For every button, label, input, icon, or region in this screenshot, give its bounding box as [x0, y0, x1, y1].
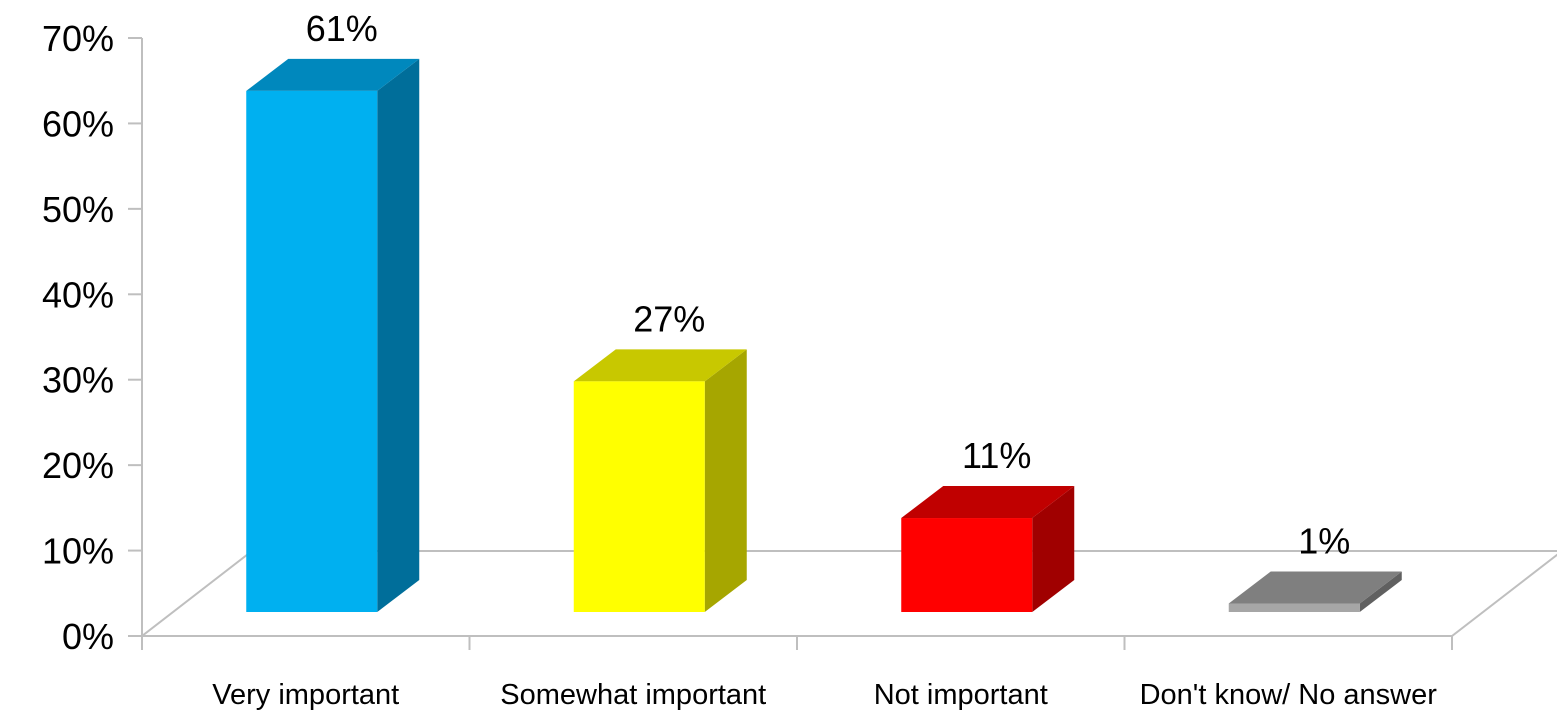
axes	[128, 37, 1453, 650]
y-tick-label: 0%	[62, 616, 114, 657]
y-tick-label: 40%	[42, 274, 114, 315]
x-tick-label: Don't know/ No answer	[1140, 679, 1438, 711]
bar-top	[573, 349, 747, 382]
y-tick-label: 70%	[42, 18, 114, 59]
y-tick-label: 10%	[42, 531, 114, 572]
x-tick-label: Not important	[874, 679, 1048, 711]
bar-front	[1228, 603, 1360, 612]
y-tick-label: 30%	[42, 360, 114, 401]
bar-side	[1032, 486, 1075, 612]
y-tick-label: 50%	[42, 189, 114, 230]
bar-side	[377, 58, 420, 612]
x-tick-label: Somewhat important	[500, 679, 766, 711]
bars	[246, 58, 1402, 612]
bar	[573, 349, 747, 612]
bar-front	[246, 90, 378, 612]
bar-front	[901, 518, 1033, 612]
chart-floor	[139, 550, 1557, 637]
bar-side	[704, 349, 747, 612]
bar-side	[1359, 571, 1402, 612]
data-label: 27%	[633, 298, 705, 339]
floor-outline	[139, 550, 1557, 637]
y-tick-label: 60%	[42, 103, 114, 144]
bar-top	[246, 58, 420, 91]
y-tick-label: 20%	[42, 445, 114, 486]
bar-top	[1228, 571, 1402, 604]
bar-top	[901, 486, 1075, 519]
data-label: 61%	[306, 8, 378, 49]
data-label: 11%	[962, 435, 1031, 476]
bar	[246, 58, 420, 612]
bar	[1228, 571, 1402, 612]
labels: 0% 10% 20% 30% 40% 50% 60% 70% 61% Very important…	[42, 8, 1437, 711]
bar	[901, 486, 1075, 612]
x-tick-label: Very important	[212, 679, 399, 711]
data-label: 1%	[1298, 520, 1350, 561]
bar-front	[573, 381, 705, 612]
